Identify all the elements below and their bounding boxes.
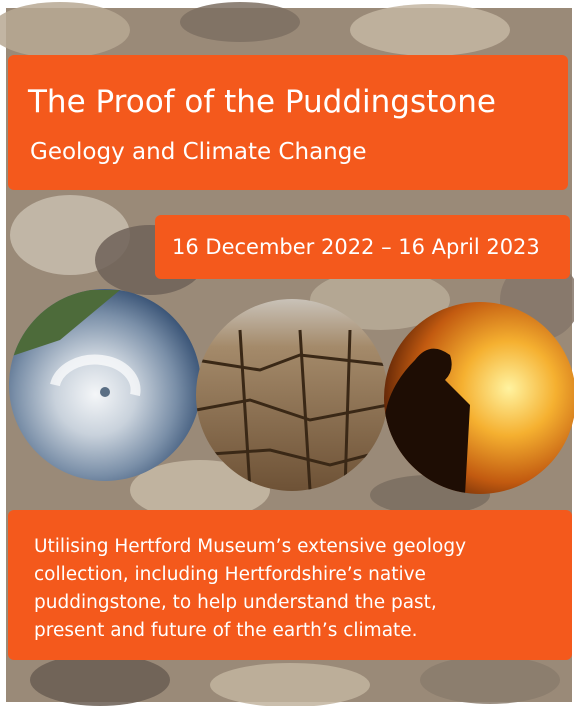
title-banner [8, 55, 568, 190]
description-line: Utilising Hertford Museum’s extensive ge… [34, 533, 466, 561]
description: Utilising Hertford Museum’s extensive ge… [34, 533, 466, 645]
description-line: puddingstone, to help understand the pas… [34, 589, 466, 617]
description-line: collection, including Hertfordshire’s na… [34, 561, 466, 589]
poster: The Proof of the Puddingstone Geology an… [0, 0, 574, 706]
dates: 16 December 2022 – 16 April 2023 [172, 235, 540, 259]
description-line: present and future of the earth’s climat… [34, 617, 466, 645]
subtitle: Geology and Climate Change [30, 139, 367, 165]
title: The Proof of the Puddingstone [28, 84, 496, 120]
